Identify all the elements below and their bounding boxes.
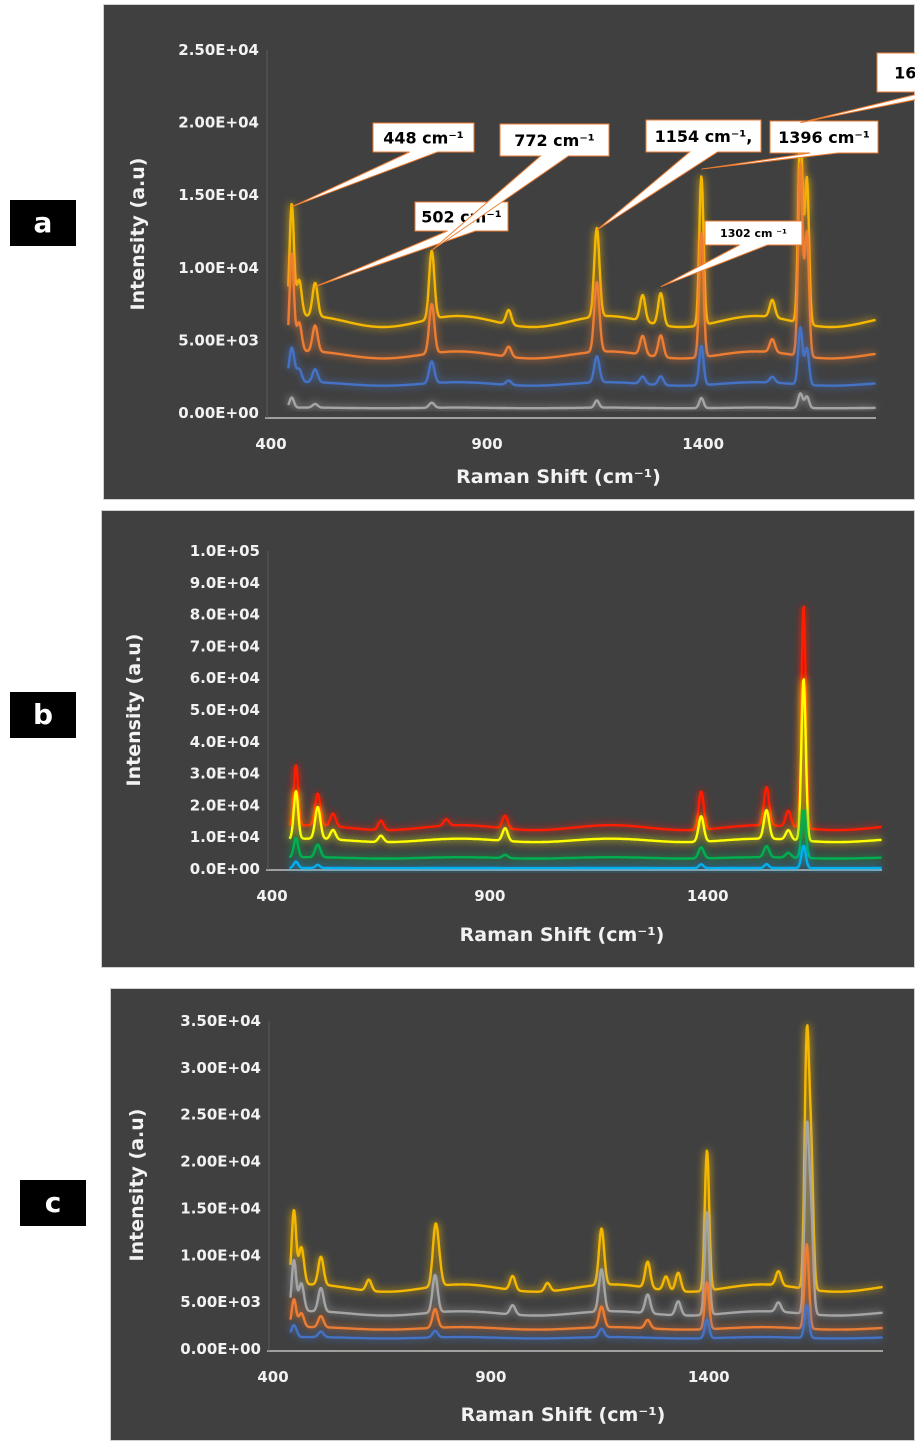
y-tick-label-a-5: 2.50E+04 bbox=[178, 41, 259, 59]
chart-c: 0.00E+00 5.00E+03 1.00E+04 1.50E+04 2.00E+04… bbox=[110, 988, 915, 1441]
annotation-a-5: 1396 cm⁻¹ bbox=[701, 120, 879, 170]
x-axis-title-a: Raman Shift (cm⁻¹) bbox=[456, 466, 661, 488]
x-tick-label-b-0: 400 bbox=[256, 887, 287, 905]
y-tick-label-c-4: 2.00E+04 bbox=[180, 1153, 261, 1171]
y-tick-label-b-7: 7.0E+04 bbox=[190, 637, 260, 655]
y-tick-label-c-1: 5.00E+03 bbox=[180, 1293, 261, 1311]
y-tick-label-c-2: 1.00E+04 bbox=[180, 1246, 261, 1264]
annotation-a-3: 1154 cm⁻¹, bbox=[596, 119, 762, 231]
series-line-b-2 bbox=[288, 809, 883, 860]
series-line-a-1 bbox=[287, 161, 877, 360]
y-tick-label-a-4: 2.00E+04 bbox=[178, 114, 259, 132]
series-line-a-3 bbox=[287, 392, 877, 410]
annotation-a-4: 1302 cm ⁻¹ bbox=[660, 220, 803, 288]
y-tick-label-a-0: 0.00E+00 bbox=[178, 404, 259, 422]
annotation-text-a-0: 448 cm⁻¹ bbox=[383, 128, 464, 147]
series-line-b-1 bbox=[288, 678, 883, 844]
annotation-callout-a-4 bbox=[660, 220, 803, 288]
x-axis-title-c: Raman Shift (cm⁻¹) bbox=[461, 1404, 666, 1426]
y-axis-title-b: Intensity (a.u) bbox=[123, 634, 145, 787]
chart-c-svg: 0.00E+00 5.00E+03 1.00E+04 1.50E+04 2.00E+04… bbox=[126, 1012, 884, 1426]
annotation-text-a-6: 1625 cm⁻¹ bbox=[894, 63, 915, 82]
annotation-callout-a-2 bbox=[431, 123, 610, 251]
panel-label-c: c bbox=[20, 1180, 86, 1226]
chart-a-svg: 0.00E+00 5.00E+03 1.00E+04 1.50E+04 2.00E+04… bbox=[127, 41, 915, 488]
series-line-c-1 bbox=[289, 1120, 884, 1317]
y-tick-label-a-2: 1.00E+04 bbox=[178, 259, 259, 277]
chart-a: 0.00E+00 5.00E+03 1.00E+04 1.50E+04 2.00E+04… bbox=[103, 4, 915, 500]
series-line-c-3 bbox=[289, 1303, 884, 1340]
panel-label-a: a bbox=[10, 200, 76, 246]
y-tick-label-c-3: 1.50E+04 bbox=[180, 1199, 261, 1217]
annotation-a-6: 1625 cm⁻¹ bbox=[800, 52, 915, 124]
x-tick-label-a-0: 400 bbox=[255, 435, 286, 453]
x-tick-label-c-2: 1400 bbox=[688, 1368, 730, 1386]
y-tick-label-c-0: 0.00E+00 bbox=[180, 1340, 261, 1358]
x-axis-title-b: Raman Shift (cm⁻¹) bbox=[460, 924, 665, 946]
series-line-b-0 bbox=[288, 605, 883, 832]
y-tick-label-c-5: 2.50E+04 bbox=[180, 1106, 261, 1124]
annotation-callout-a-0 bbox=[291, 122, 475, 208]
x-tick-label-c-0: 400 bbox=[257, 1368, 288, 1386]
y-tick-label-b-5: 5.0E+04 bbox=[190, 701, 260, 719]
y-tick-label-b-9: 9.0E+04 bbox=[190, 574, 260, 592]
series-line-a-0 bbox=[287, 124, 877, 329]
y-tick-label-b-2: 2.0E+04 bbox=[190, 796, 260, 814]
annotation-text-a-5: 1396 cm⁻¹ bbox=[778, 128, 870, 147]
series-line-c-2 bbox=[289, 1243, 884, 1331]
x-tick-label-a-1: 900 bbox=[471, 435, 502, 453]
annotation-a-2: 772 cm⁻¹ bbox=[431, 123, 610, 251]
x-tick-label-b-1: 900 bbox=[474, 887, 505, 905]
series-line-a-2 bbox=[287, 326, 877, 387]
x-tick-label-a-2: 1400 bbox=[682, 435, 724, 453]
y-tick-label-b-8: 8.0E+04 bbox=[190, 606, 260, 624]
annotation-callout-a-6 bbox=[800, 52, 915, 124]
annotation-text-a-3: 1154 cm⁻¹, bbox=[655, 127, 753, 146]
y-tick-label-b-0: 0.0E+00 bbox=[190, 860, 260, 878]
x-tick-label-b-2: 1400 bbox=[687, 887, 729, 905]
annotation-a-0: 448 cm⁻¹ bbox=[291, 122, 475, 208]
y-tick-label-b-4: 4.0E+04 bbox=[190, 733, 260, 751]
y-tick-label-b-10: 1.0E+05 bbox=[190, 542, 260, 560]
y-tick-label-c-7: 3.50E+04 bbox=[180, 1012, 261, 1030]
annotation-callout-a-3 bbox=[596, 119, 762, 231]
y-axis-title-c: Intensity (a.u) bbox=[126, 1109, 148, 1262]
annotation-callout-a-5 bbox=[701, 120, 879, 170]
panel-label-b: b bbox=[10, 692, 76, 738]
y-tick-label-b-1: 1.0E+04 bbox=[190, 828, 260, 846]
series-line-b-3 bbox=[288, 844, 883, 870]
annotation-text-a-2: 772 cm⁻¹ bbox=[514, 131, 595, 150]
y-tick-label-c-6: 3.00E+04 bbox=[180, 1059, 261, 1077]
chart-b-svg: 0.0E+00 1.0E+04 2.0E+04 3.0E+04 4.0E+04 5.0E+… bbox=[123, 542, 883, 946]
y-tick-label-a-3: 1.50E+04 bbox=[178, 186, 259, 204]
y-tick-label-b-6: 6.0E+04 bbox=[190, 669, 260, 687]
annotation-callout-a-1 bbox=[314, 201, 509, 288]
y-axis-title-a: Intensity (a.u) bbox=[127, 158, 149, 311]
series-line-c-0 bbox=[289, 1024, 884, 1293]
y-tick-label-b-3: 3.0E+04 bbox=[190, 765, 260, 783]
x-tick-label-c-1: 900 bbox=[475, 1368, 506, 1386]
annotation-text-a-4: 1302 cm ⁻¹ bbox=[720, 227, 787, 240]
chart-b: 0.0E+00 1.0E+04 2.0E+04 3.0E+04 4.0E+04 5.0E+… bbox=[101, 510, 915, 968]
y-tick-label-a-1: 5.00E+03 bbox=[178, 331, 259, 349]
